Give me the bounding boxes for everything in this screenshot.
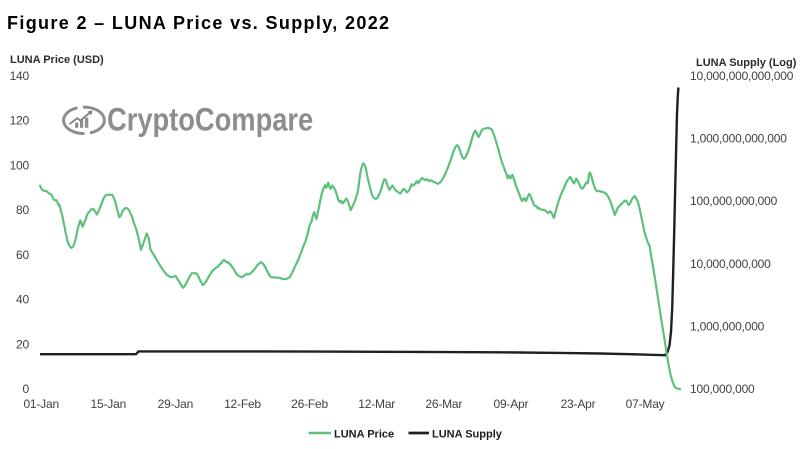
svg-text:10,000,000,000,000: 10,000,000,000,000 [690, 69, 794, 83]
svg-text:120: 120 [10, 114, 30, 128]
svg-text:20: 20 [16, 337, 29, 351]
svg-text:1,000,000,000: 1,000,000,000 [690, 319, 765, 333]
svg-text:Figure 2 – LUNA Price vs. Supp: Figure 2 – LUNA Price vs. Supply, 2022 [7, 13, 390, 33]
svg-text:29-Jan: 29-Jan [158, 397, 194, 411]
svg-text:23-Apr: 23-Apr [561, 397, 596, 411]
svg-text:60: 60 [16, 248, 29, 262]
svg-text:LUNA Supply (Log): LUNA Supply (Log) [696, 57, 797, 69]
svg-text:LUNA Supply: LUNA Supply [432, 429, 503, 441]
svg-text:100,000,000,000: 100,000,000,000 [690, 194, 778, 208]
svg-text:26-Mar: 26-Mar [425, 397, 462, 411]
svg-text:26-Feb: 26-Feb [291, 397, 328, 411]
svg-text:LUNA Price: LUNA Price [334, 429, 394, 441]
svg-text:12-Feb: 12-Feb [224, 397, 261, 411]
svg-text:CryptoCompare: CryptoCompare [107, 102, 313, 138]
svg-text:10,000,000,000: 10,000,000,000 [690, 257, 771, 271]
svg-text:15-Jan: 15-Jan [91, 397, 127, 411]
svg-text:80: 80 [16, 203, 29, 217]
svg-text:0: 0 [23, 382, 30, 396]
svg-text:40: 40 [16, 293, 29, 307]
svg-text:09-Apr: 09-Apr [493, 397, 528, 411]
svg-text:12-Mar: 12-Mar [358, 397, 395, 411]
svg-text:LUNA Price (USD): LUNA Price (USD) [10, 54, 104, 66]
svg-text:140: 140 [10, 69, 30, 83]
svg-text:1,000,000,000,000: 1,000,000,000,000 [690, 132, 787, 146]
svg-text:100,000,000: 100,000,000 [690, 382, 755, 396]
svg-text:100: 100 [10, 158, 30, 172]
svg-text:01-Jan: 01-Jan [23, 397, 59, 411]
svg-text:07-May: 07-May [626, 397, 665, 411]
